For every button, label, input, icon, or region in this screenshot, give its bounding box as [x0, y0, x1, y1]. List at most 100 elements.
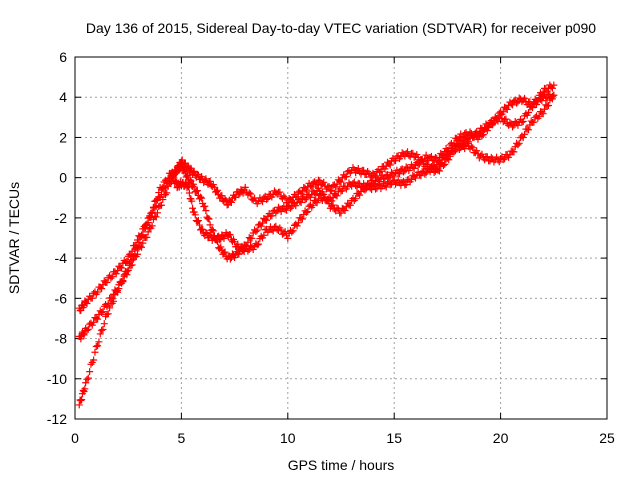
data-point — [77, 397, 85, 405]
y-axis-title: SDTVAR / TECUs — [6, 182, 22, 294]
data-point — [445, 146, 453, 154]
data-point — [226, 255, 234, 263]
data-point — [103, 278, 111, 286]
data-point — [114, 286, 122, 294]
data-point — [98, 326, 106, 334]
data-point — [415, 160, 423, 168]
data-point — [94, 342, 102, 350]
data-point — [301, 196, 309, 204]
data-point — [455, 141, 463, 149]
data-point — [385, 174, 393, 182]
data-point — [392, 157, 400, 165]
data-point — [499, 108, 507, 116]
data-point — [376, 178, 384, 186]
data-point — [235, 191, 243, 199]
data-point — [478, 132, 486, 140]
data-point — [148, 208, 156, 216]
x-tick-label: 15 — [386, 430, 402, 446]
data-point — [538, 97, 546, 105]
data-point — [502, 115, 510, 123]
data-point — [143, 233, 151, 241]
data-point — [493, 115, 501, 123]
data-point — [163, 179, 171, 187]
data-point — [107, 294, 115, 302]
data-point — [501, 155, 509, 163]
data-point — [104, 310, 112, 318]
data-point — [194, 217, 202, 225]
data-point — [390, 172, 398, 180]
data-point — [515, 139, 523, 147]
data-point — [160, 183, 168, 191]
data-point — [148, 222, 156, 230]
data-point — [138, 243, 145, 251]
data-point — [249, 245, 257, 253]
data-point — [304, 208, 312, 216]
plot-frame — [74, 56, 608, 420]
data-point — [79, 386, 87, 394]
data-point — [238, 247, 246, 255]
data-point — [231, 254, 239, 262]
data-point — [100, 320, 108, 328]
data-point — [221, 248, 229, 256]
data-point — [217, 243, 225, 251]
data-point — [181, 165, 189, 173]
data-point — [519, 117, 527, 125]
data-point — [277, 208, 285, 216]
data-point — [108, 295, 116, 303]
data-point — [260, 231, 268, 239]
data-point — [144, 228, 152, 236]
x-axis-title: GPS time / hours — [288, 457, 395, 473]
data-point — [208, 226, 216, 234]
data-point — [320, 190, 328, 198]
data-point — [259, 219, 267, 227]
x-tick-label: 10 — [280, 430, 296, 446]
data-point — [337, 178, 345, 186]
data-point — [281, 228, 289, 236]
x-tick-label: 5 — [178, 430, 186, 446]
data-point — [124, 266, 132, 274]
data-points — [75, 81, 558, 409]
data-point — [244, 247, 252, 255]
data-point — [302, 186, 310, 194]
data-point — [255, 240, 263, 248]
data-point — [377, 167, 385, 175]
data-point — [326, 187, 334, 195]
data-point — [191, 211, 199, 219]
y-tick-label: -6 — [55, 290, 68, 306]
chart-title: Day 136 of 2015, Sidereal Day-to-day VTE… — [86, 20, 596, 36]
data-point — [487, 120, 495, 128]
x-tick-label: 0 — [71, 430, 79, 446]
data-point — [203, 229, 211, 237]
data-point — [147, 214, 155, 222]
data-point — [194, 171, 202, 179]
data-point — [78, 396, 86, 404]
data-point — [548, 84, 556, 92]
data-point — [263, 216, 271, 224]
data-point — [199, 226, 207, 234]
y-tick-label: 6 — [59, 49, 67, 65]
data-point — [414, 161, 422, 169]
y-tick-label: -10 — [47, 371, 67, 387]
data-point — [314, 176, 322, 184]
data-point — [127, 251, 135, 259]
data-point — [86, 368, 94, 376]
data-point — [514, 141, 522, 149]
data-point — [459, 139, 467, 147]
data-point — [143, 220, 151, 228]
data-point — [312, 190, 320, 198]
data-point — [202, 229, 210, 237]
data-point — [178, 162, 186, 170]
data-point — [544, 101, 552, 109]
data-point — [332, 191, 340, 199]
data-point — [302, 208, 310, 216]
data-point — [539, 110, 547, 118]
y-tick-label: 2 — [59, 129, 67, 145]
axis-ticks — [74, 56, 608, 420]
data-point — [328, 186, 336, 194]
data-point — [535, 112, 543, 120]
data-point — [483, 153, 491, 161]
data-point — [509, 101, 517, 109]
data-point — [337, 209, 345, 217]
data-point — [499, 156, 507, 164]
data-point — [313, 199, 321, 207]
